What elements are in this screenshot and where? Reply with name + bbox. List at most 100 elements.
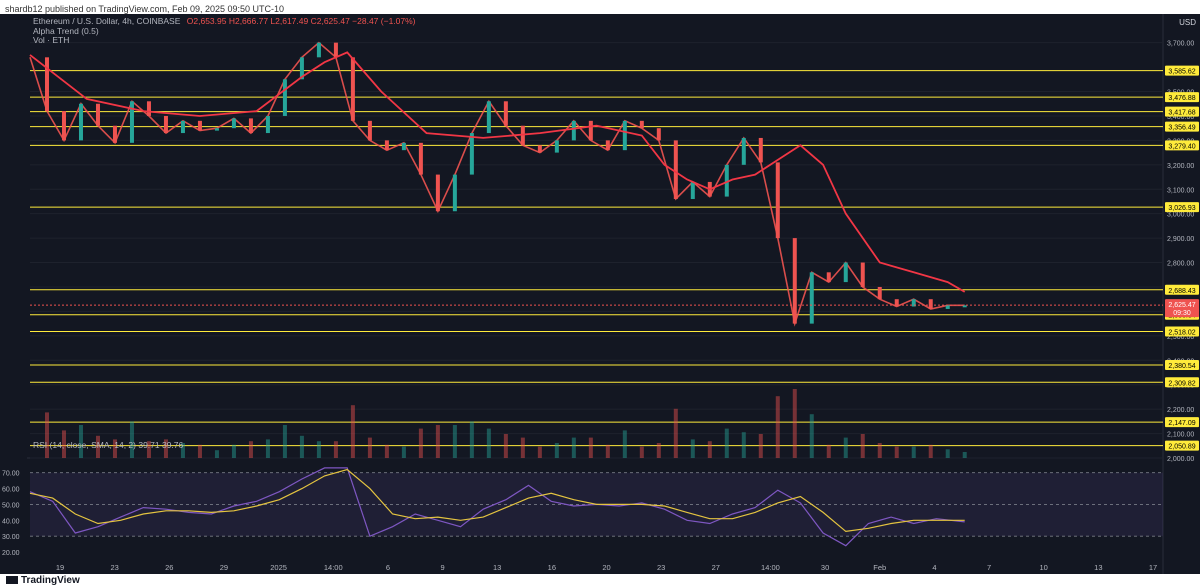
last-price-tag <box>1165 299 1199 318</box>
price-tick-label: 3,700.00 <box>1167 41 1194 48</box>
candle <box>401 142 406 151</box>
candle <box>894 299 899 307</box>
level-price-label: 3,417.68 <box>1168 110 1195 117</box>
candle <box>452 174 457 212</box>
volume-bar <box>486 428 491 458</box>
candle <box>469 133 474 175</box>
volume-bar <box>724 428 729 458</box>
candle <box>418 142 423 175</box>
price-tick-label: 2,500.00 <box>1167 334 1194 341</box>
candle <box>180 120 185 134</box>
rsi-tick-label: 60.00 <box>2 487 20 494</box>
volume-bar <box>673 408 678 458</box>
volume-bar <box>894 446 899 458</box>
candle <box>503 101 508 126</box>
volume-bar <box>792 389 797 458</box>
volume-bar <box>180 443 185 458</box>
level-price-tag <box>1165 92 1199 103</box>
volume-bar <box>350 405 355 458</box>
volume-bar <box>299 435 304 458</box>
candle <box>112 125 117 143</box>
candle <box>350 57 355 121</box>
volume-bar <box>656 443 661 458</box>
level-price-tag <box>1165 417 1199 428</box>
candle <box>129 101 134 143</box>
volume-bar <box>282 425 287 458</box>
candle <box>571 120 576 141</box>
chart-frame[interactable]: 3,700.003,500.003,400.003,300.003,200.00… <box>0 14 1200 574</box>
time-tick-label: 17 <box>1149 563 1157 572</box>
level-price-label: 3,279.40 <box>1168 143 1195 150</box>
time-tick-label: 27 <box>712 563 720 572</box>
level-price-tag <box>1165 121 1199 132</box>
candle <box>486 101 491 134</box>
volume-bar <box>775 396 780 458</box>
candle <box>163 115 168 134</box>
volume-legend: Vol · ETH <box>33 35 70 45</box>
volume-bar <box>367 437 372 458</box>
alpha-trend-line <box>29 51 966 293</box>
level-price-label: 2,518.02 <box>1168 329 1195 336</box>
time-tick-label: 4 <box>932 563 936 572</box>
volume-bar <box>962 452 967 458</box>
level-price-label: 2,050.89 <box>1168 444 1195 451</box>
countdown-label: 09:30 <box>1173 310 1191 317</box>
candle <box>78 103 83 141</box>
volume-bar <box>928 444 933 458</box>
time-tick-label: 16 <box>548 563 556 572</box>
time-tick-label: 23 <box>110 563 118 572</box>
level-price-tag <box>1165 360 1199 371</box>
price-chart[interactable]: 3,700.003,500.003,400.003,300.003,200.00… <box>0 14 1200 574</box>
price-tick-label: 3,100.00 <box>1167 187 1194 194</box>
price-tick-label: 2,200.00 <box>1167 407 1194 414</box>
volume-bar <box>401 446 406 458</box>
publish-header: shardb12 published on TradingView.com, F… <box>5 4 285 14</box>
volume-bar <box>384 444 389 458</box>
volume-bar <box>129 421 134 458</box>
volume-bar <box>571 437 576 458</box>
price-tick-label: 2,800.00 <box>1167 261 1194 268</box>
time-tick-label: 7 <box>987 563 991 572</box>
level-price-label: 3,476.88 <box>1168 95 1195 102</box>
indicator-legend: Alpha Trend (0.5) <box>33 26 99 36</box>
rsi-ma-line <box>29 468 965 533</box>
volume-bar <box>877 443 882 458</box>
candle <box>384 140 389 151</box>
volume-bar <box>435 425 440 458</box>
time-tick-label: Feb <box>873 563 886 572</box>
price-tick-label: 3,400.00 <box>1167 114 1194 121</box>
time-tick-label: 13 <box>493 563 501 572</box>
level-price-tag <box>1165 284 1199 295</box>
candle <box>146 101 151 116</box>
level-price-label: 3,026.93 <box>1168 205 1195 212</box>
time-tick-label: 23 <box>657 563 665 572</box>
candle <box>299 57 304 80</box>
tradingview-logo-icon <box>6 576 18 585</box>
candle <box>333 42 338 58</box>
time-tick-label: 26 <box>165 563 173 572</box>
volume-bar <box>520 437 525 458</box>
time-tick-label: 14:00 <box>324 563 343 572</box>
candle <box>605 140 610 151</box>
time-tick-label: 19 <box>56 563 64 572</box>
candle <box>588 120 593 141</box>
ohlc-values: O2,653.95 H2,666.77 L2,617.49 C2,625.47 … <box>186 16 416 26</box>
volume-bar <box>588 437 593 458</box>
level-price-tag <box>1165 377 1199 388</box>
level-price-label: 3,356.49 <box>1168 125 1195 132</box>
volume-bar <box>146 441 151 458</box>
price-tick-label: 3,000.00 <box>1167 212 1194 219</box>
candle <box>622 120 627 151</box>
currency-label: USD <box>1179 18 1196 27</box>
level-price-tag <box>1165 106 1199 117</box>
volume-bar <box>61 430 66 458</box>
volume-bar <box>826 444 831 458</box>
candle <box>673 140 678 200</box>
volume-bar <box>469 421 474 458</box>
candle <box>741 137 746 165</box>
time-tick-label: 29 <box>220 563 228 572</box>
price-tick-label: 2,000.00 <box>1167 456 1194 463</box>
candle <box>95 103 100 126</box>
candle <box>860 262 865 287</box>
candle <box>435 174 440 212</box>
